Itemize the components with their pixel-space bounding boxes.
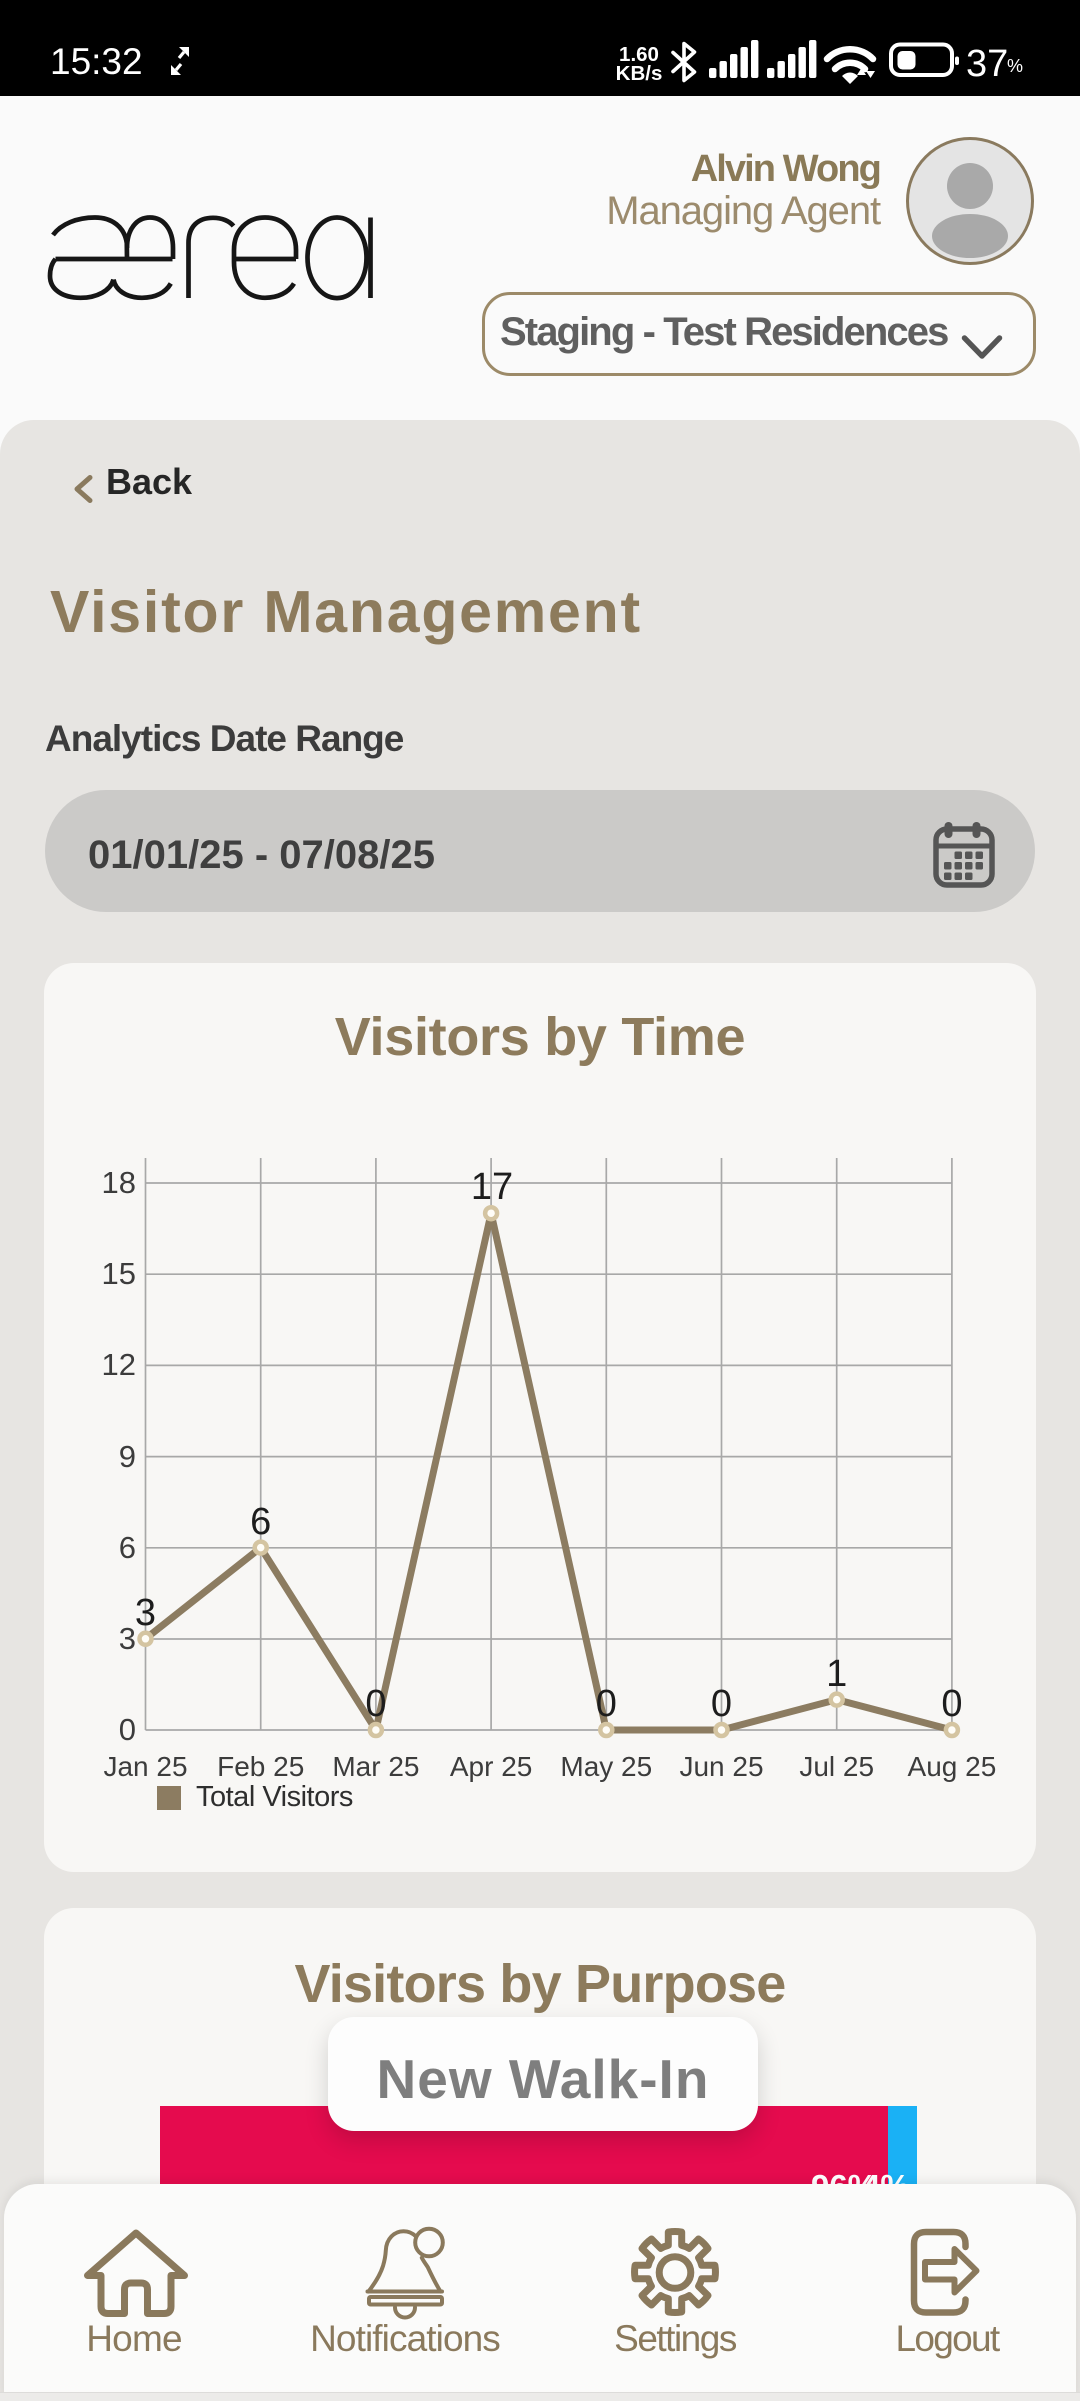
svg-text:3: 3 (135, 1592, 156, 1634)
svg-text:Jul 25: Jul 25 (799, 1751, 874, 1782)
svg-text:6: 6 (119, 1530, 136, 1565)
svg-text:KB/s: KB/s (616, 62, 663, 85)
svg-text:1.60: 1.60 (619, 43, 659, 66)
svg-text:0: 0 (365, 1683, 386, 1725)
svg-text:Jun 25: Jun 25 (679, 1751, 763, 1782)
svg-text:May 25: May 25 (560, 1751, 652, 1782)
svg-text:0: 0 (119, 1712, 136, 1747)
svg-text:17: 17 (471, 1166, 513, 1208)
svg-text:18: 18 (102, 1165, 136, 1200)
svg-text:12: 12 (102, 1347, 136, 1382)
svg-text:Total Visitors: Total Visitors (196, 1781, 353, 1813)
svg-text:0: 0 (596, 1683, 617, 1725)
svg-text:9: 9 (119, 1439, 136, 1474)
svg-text:6: 6 (250, 1501, 271, 1543)
svg-text:%: % (1007, 56, 1023, 76)
svg-text:15: 15 (102, 1256, 136, 1291)
svg-text:Apr 25: Apr 25 (450, 1751, 533, 1782)
svg-text:Mar 25: Mar 25 (332, 1751, 419, 1782)
svg-text:0: 0 (711, 1683, 732, 1725)
svg-text:0: 0 (941, 1683, 962, 1725)
svg-text:1: 1 (826, 1653, 847, 1695)
svg-text:3: 3 (119, 1621, 136, 1656)
svg-text:Feb 25: Feb 25 (217, 1751, 304, 1782)
svg-text:Aug 25: Aug 25 (908, 1751, 997, 1782)
svg-text:37: 37 (966, 43, 1008, 85)
svg-text:Jan 25: Jan 25 (103, 1751, 187, 1782)
